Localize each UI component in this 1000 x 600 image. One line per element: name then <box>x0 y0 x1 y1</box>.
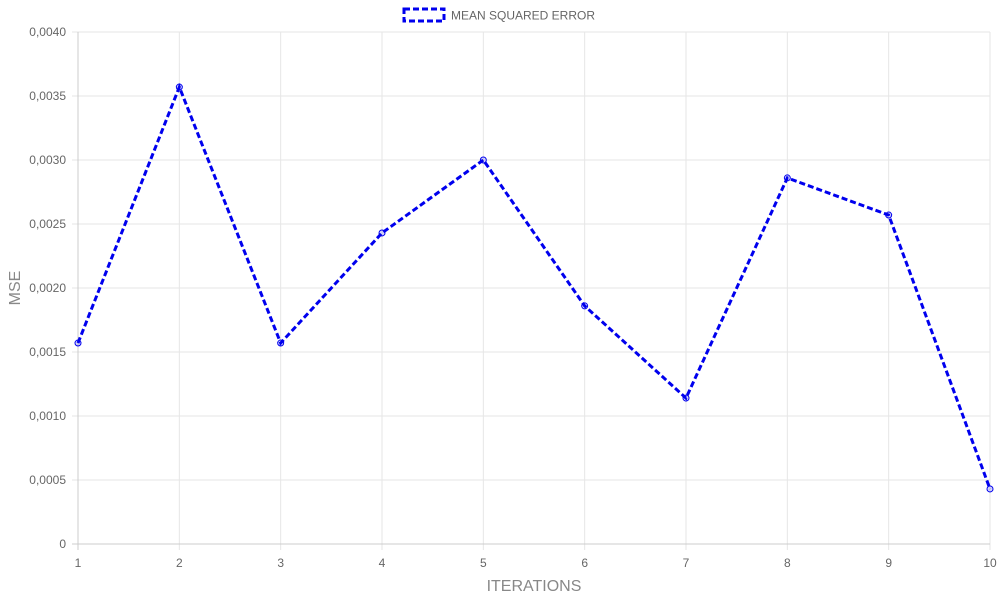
grid <box>72 31 991 550</box>
y-tick-label: 0,0005 <box>29 473 66 487</box>
x-tick-label: 9 <box>885 556 892 570</box>
x-tick-label: 7 <box>683 556 690 570</box>
y-tick-labels: 0 0,0005 0,0010 0,0015 0,0020 0,0025 0,0030 0,0… <box>29 25 66 551</box>
series-layer <box>74 82 994 493</box>
y-tick-label: 0,0040 <box>29 25 66 39</box>
x-axis-title: ITERATIONS <box>487 578 582 595</box>
x-tick-label: 8 <box>784 556 791 570</box>
data-point[interactable] <box>175 83 183 91</box>
y-tick-label: 0,0020 <box>29 281 66 295</box>
data-point[interactable] <box>74 339 82 347</box>
y-tick-label: 0,0030 <box>29 153 66 167</box>
x-tick-label: 1 <box>75 556 82 570</box>
y-axis-title: MSE <box>7 271 24 306</box>
data-point[interactable] <box>378 229 386 237</box>
y-tick-label: 0,0010 <box>29 409 66 423</box>
y-tick-label: 0 <box>59 537 66 551</box>
x-tick-label: 2 <box>176 556 183 570</box>
y-tick-label: 0,0025 <box>29 217 66 231</box>
x-tick-label: 6 <box>581 556 588 570</box>
x-tick-label: 3 <box>277 556 284 570</box>
legend[interactable]: MEAN SQUARED ERROR <box>402 7 595 23</box>
x-tick-label: 5 <box>480 556 487 570</box>
data-point[interactable] <box>682 394 690 402</box>
legend-swatch[interactable] <box>402 7 446 23</box>
axes <box>77 32 990 545</box>
data-point[interactable] <box>581 302 589 310</box>
data-point[interactable] <box>277 339 285 347</box>
y-tick-label: 0,0035 <box>29 89 66 103</box>
data-point[interactable] <box>885 211 893 219</box>
x-tick-label: 10 <box>983 556 997 570</box>
legend-label[interactable]: MEAN SQUARED ERROR <box>451 9 595 23</box>
data-point[interactable] <box>783 174 791 182</box>
data-point[interactable] <box>986 485 994 493</box>
series-line <box>76 82 992 490</box>
y-tick-label: 0,0015 <box>29 345 66 359</box>
data-point[interactable] <box>479 156 487 164</box>
x-tick-label: 4 <box>379 556 386 570</box>
x-tick-labels: 1 2 3 4 5 6 7 8 9 10 <box>75 556 997 570</box>
